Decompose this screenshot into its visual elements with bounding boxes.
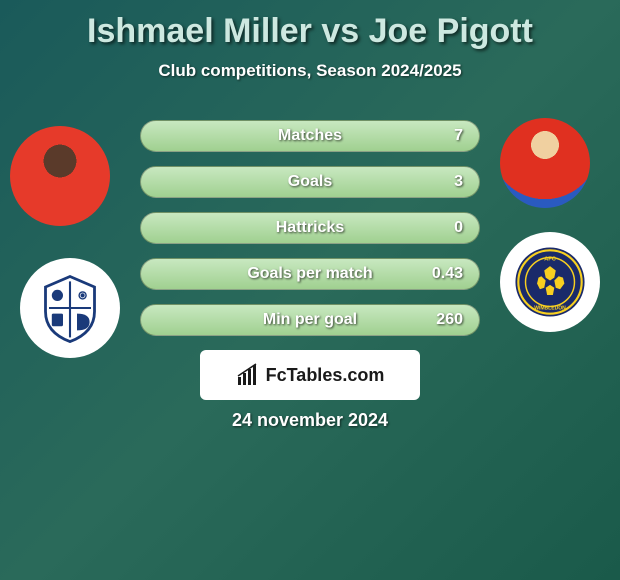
stat-row: Goals per match 0.43 [140, 258, 480, 290]
brand-text: FcTables.com [266, 365, 385, 386]
player-avatar-left [10, 126, 110, 226]
stat-value: 7 [454, 127, 463, 145]
date-text: 24 november 2024 [0, 410, 620, 431]
stat-row: Matches 7 [140, 120, 480, 152]
page-title: Ishmael Miller vs Joe Pigott [0, 0, 620, 51]
player-avatar-right [500, 118, 590, 208]
club-badge-right: AFC WIMBLEDON [500, 232, 600, 332]
club-crest-icon: AFC WIMBLEDON [514, 246, 586, 318]
stat-label: Goals [141, 173, 479, 191]
comparison-card: Ishmael Miller vs Joe Pigott Club compet… [0, 0, 620, 580]
stats-panel: Matches 7 Goals 3 Hattricks 0 Goals per … [140, 120, 480, 350]
stat-row: Goals 3 [140, 166, 480, 198]
brand-badge: FcTables.com [200, 350, 420, 400]
club-badge-left [20, 258, 120, 358]
stat-label: Min per goal [141, 311, 479, 329]
stat-value: 260 [436, 311, 463, 329]
stat-value: 0.43 [432, 265, 463, 283]
shield-icon [35, 273, 105, 343]
bar-chart-icon [236, 363, 260, 387]
stat-label: Goals per match [141, 265, 479, 283]
subtitle: Club competitions, Season 2024/2025 [0, 61, 620, 81]
stat-label: Hattricks [141, 219, 479, 237]
stat-value: 3 [454, 173, 463, 191]
svg-text:AFC: AFC [544, 256, 556, 262]
svg-text:WIMBLEDON: WIMBLEDON [534, 305, 566, 311]
stat-value: 0 [454, 219, 463, 237]
stat-row: Min per goal 260 [140, 304, 480, 336]
stat-row: Hattricks 0 [140, 212, 480, 244]
stat-label: Matches [141, 127, 479, 145]
